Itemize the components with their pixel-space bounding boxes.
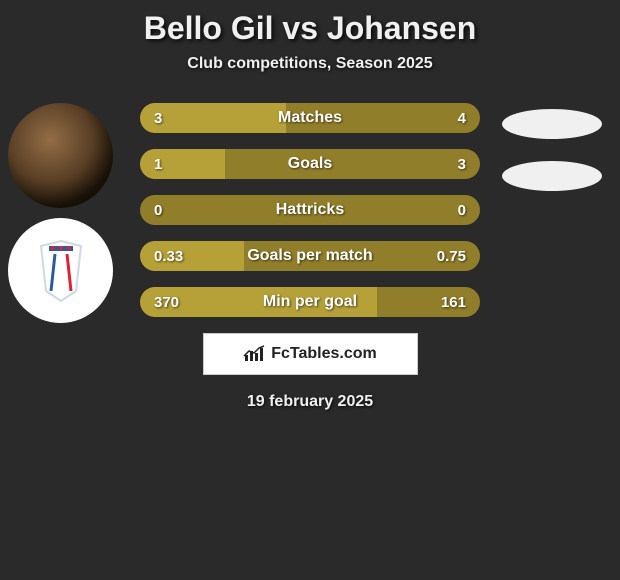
stat-label: Min per goal (140, 287, 480, 317)
stat-value-right: 0 (458, 195, 466, 225)
date-line: 19 february 2025 (0, 393, 620, 411)
stat-value-right: 161 (441, 287, 466, 317)
stat-row-goals-per-match: 0.33 Goals per match 0.75 (140, 241, 480, 271)
stat-label: Matches (140, 103, 480, 133)
team-logo-placeholder (502, 161, 602, 191)
stat-row-goals: 1 Goals 3 (140, 149, 480, 179)
stat-row-min-per-goal: 370 Min per goal 161 (140, 287, 480, 317)
subtitle: Club competitions, Season 2025 (0, 55, 620, 73)
stat-row-matches: 3 Matches 4 (140, 103, 480, 133)
comparison-card: Bello Gil vs Johansen Club competitions,… (0, 0, 620, 421)
stat-bars: 3 Matches 4 1 Goals 3 0 Hattricks 0 0.33… (140, 103, 480, 317)
stats-area: 3 Matches 4 1 Goals 3 0 Hattricks 0 0.33… (0, 103, 620, 317)
player-photo (8, 103, 113, 208)
stat-row-hattricks: 0 Hattricks 0 (140, 195, 480, 225)
stat-value-right: 4 (458, 103, 466, 133)
left-player-column (8, 103, 113, 323)
brand-badge[interactable]: FcTables.com (203, 333, 418, 375)
right-player-column (502, 103, 602, 191)
stat-value-right: 3 (458, 149, 466, 179)
stat-value-right: 0.75 (437, 241, 466, 271)
stat-label: Hattricks (140, 195, 480, 225)
stat-label: Goals (140, 149, 480, 179)
brand-text: FcTables.com (271, 345, 377, 363)
stat-label: Goals per match (140, 241, 480, 271)
player-photo-placeholder (502, 109, 602, 139)
team-logo (8, 218, 113, 323)
page-title: Bello Gil vs Johansen (0, 10, 620, 47)
bar-chart-icon (243, 345, 265, 363)
